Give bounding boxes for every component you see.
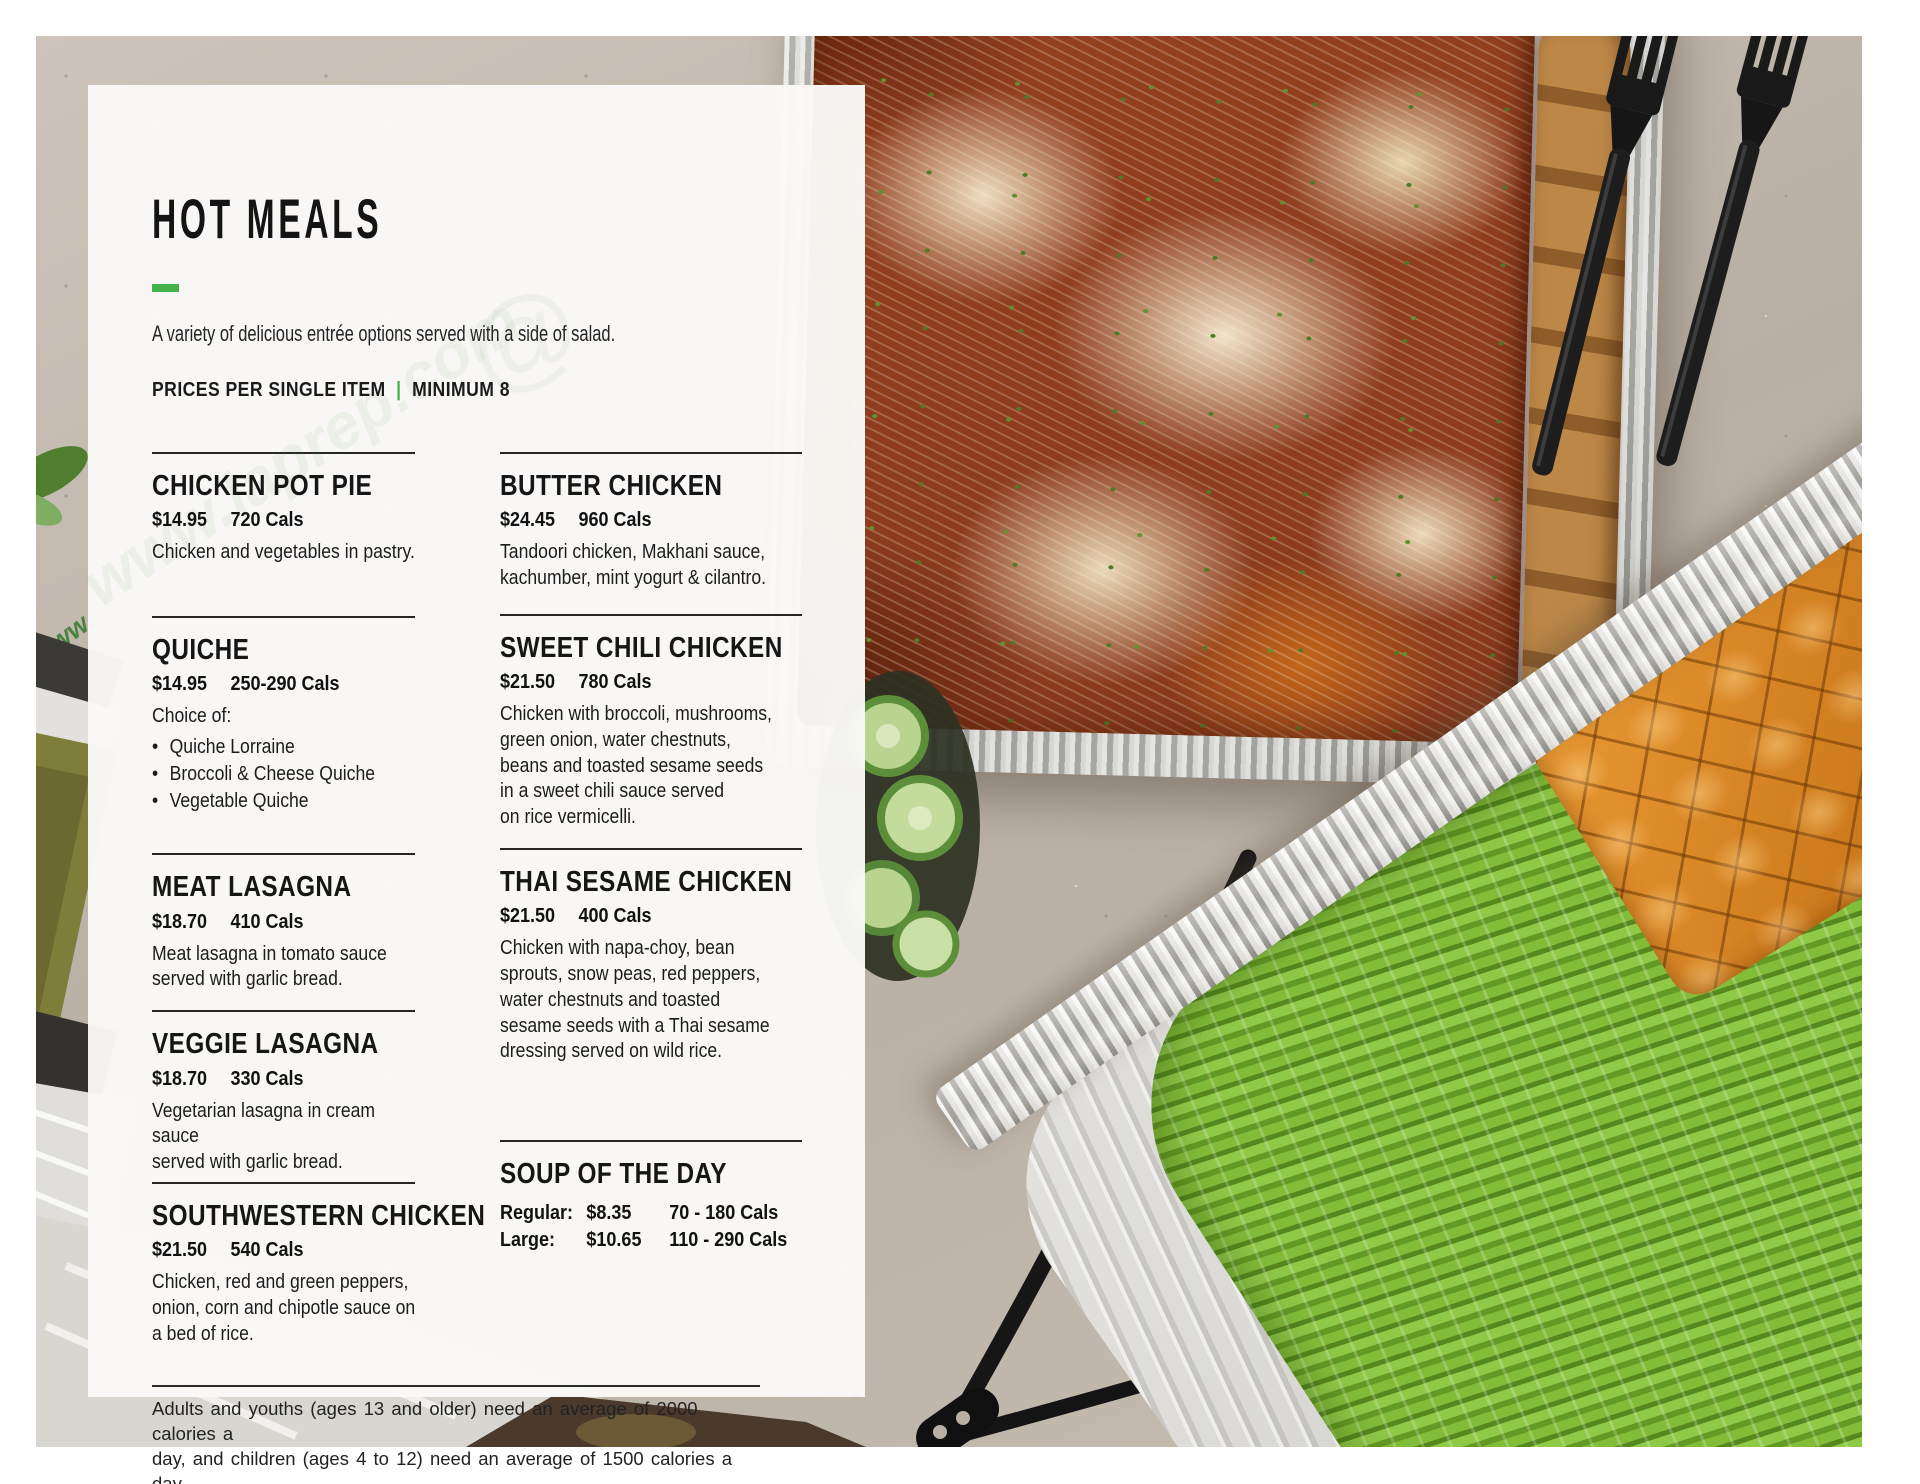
soup-row: Large: $10.65 110 - 290 Cals <box>500 1227 804 1254</box>
item-price: $21.50 <box>500 905 556 928</box>
bullet-item: Broccoli & Cheese Quiche <box>152 761 416 788</box>
item-name: THAI SESAME CHICKEN <box>500 865 793 898</box>
item-price-line: $14.95 250-290 Cals <box>152 673 389 696</box>
item-description: Chicken, red and green peppers, onion, c… <box>152 1271 416 1345</box>
item-description: Chicken with napa-choy, bean sprouts, sn… <box>500 937 770 1063</box>
quiche-bullet-list: Quiche Lorraine Broccoli & Cheese Quiche… <box>152 734 416 814</box>
item-price: $14.95 <box>152 508 208 531</box>
accent-dash <box>152 284 179 293</box>
menu-item: QUICHE $14.95 250-290 Cals Choice of: Qui… <box>152 615 416 815</box>
item-price-line: $21.50 780 Cals <box>500 671 772 694</box>
bullet-item: Vegetable Quiche <box>152 788 416 815</box>
soup-price-rows: Regular: $8.35 70 - 180 Cals Large: $10.… <box>500 1200 804 1254</box>
menu-item: SOUTHWESTERN CHICKEN $21.50 540 Cals Chic… <box>152 1181 486 1348</box>
item-description: Choice of: <box>152 705 232 728</box>
item-cals: 720 Cals <box>230 508 304 531</box>
item-description: Vegetarian lasagna in cream sauce served… <box>152 1099 376 1174</box>
soup-cals: 110 - 290 Cals <box>669 1228 788 1251</box>
menu-column-right: BUTTER CHICKEN $24.45 960 Cals Tandoori c… <box>500 451 802 1348</box>
item-price-line: $18.70 330 Cals <box>152 1068 389 1091</box>
item-name: SWEET CHILI CHICKEN <box>500 631 783 664</box>
soup-price: $10.65 <box>586 1228 642 1251</box>
page-title: HOT MEALS <box>152 186 383 250</box>
menu-item: BUTTER CHICKEN $24.45 960 Cals Tandoori c… <box>500 451 802 592</box>
item-name: VEGGIE LASAGNA <box>152 1028 379 1061</box>
item-name: SOUTHWESTERN CHICKEN <box>152 1199 486 1232</box>
item-cals: 400 Cals <box>578 905 652 928</box>
item-name: BUTTER CHICKEN <box>500 469 723 502</box>
item-name: SOUP OF THE DAY <box>500 1158 727 1191</box>
item-cals: 330 Cals <box>230 1067 304 1090</box>
item-price: $18.70 <box>152 1067 208 1090</box>
pricing-note-separator: | <box>396 378 402 401</box>
menu-item: SWEET CHILI CHICKEN $21.50 780 Cals Chick… <box>500 613 802 831</box>
soup-row: Regular: $8.35 70 - 180 Cals <box>500 1200 804 1227</box>
pricing-note: PRICES PER SINGLE ITEM | MINIMUM 8 <box>152 379 727 402</box>
menu-item: CHICKEN POT PIE $14.95 720 Cals Chicken a… <box>152 451 415 566</box>
item-cals: 540 Cals <box>230 1239 304 1262</box>
item-cals: 780 Cals <box>578 670 652 693</box>
menu-item-soup: SOUP OF THE DAY Regular: $8.35 70 - 180 … <box>500 1140 802 1253</box>
menu-columns: CHICKEN POT PIE $14.95 720 Cals Chicken a… <box>152 451 805 1348</box>
soup-size-label: Large: <box>500 1228 556 1251</box>
page-subtitle: A variety of delicious entrée options se… <box>152 321 616 347</box>
soup-size-label: Regular: <box>500 1201 574 1224</box>
item-price: $18.70 <box>152 910 208 933</box>
item-price-line: $14.95 720 Cals <box>152 509 389 532</box>
item-description: Chicken with broccoli, mushrooms, green … <box>500 702 772 829</box>
menu-panel: www.laprep.com @ HOT MEALS A variety of … <box>69 85 865 1484</box>
item-name: CHICKEN POT PIE <box>152 469 373 502</box>
soup-price: $8.35 <box>586 1201 632 1224</box>
fork-icon <box>1532 36 1679 476</box>
item-price: $14.95 <box>152 673 208 696</box>
item-description: Tandoori chicken, Makhani sauce, kachumb… <box>500 540 767 589</box>
item-price-line: $21.50 540 Cals <box>152 1239 389 1262</box>
item-price: $24.45 <box>500 508 556 531</box>
calorie-disclaimer: Adults and youths (ages 13 and older) ne… <box>152 1384 760 1484</box>
menu-item: VEGGIE LASAGNA $18.70 330 Cals Vegetarian… <box>152 1010 415 1176</box>
menu-item: THAI SESAME CHICKEN $21.50 400 Cals Chick… <box>500 847 802 1065</box>
menu-item: MEAT LASAGNA $18.70 410 Cals Meat lasagna… <box>152 853 415 993</box>
item-cals: 250-290 Cals <box>230 673 340 696</box>
item-price-line: $21.50 400 Cals <box>500 905 772 928</box>
item-cals: 960 Cals <box>578 508 652 531</box>
item-price: $21.50 <box>500 670 556 693</box>
pricing-note-right: MINIMUM 8 <box>412 378 510 401</box>
item-cals: 410 Cals <box>230 910 304 933</box>
soup-cals: 70 - 180 Cals <box>669 1201 779 1224</box>
item-description: Chicken and vegetables in pastry. <box>152 540 415 563</box>
item-description: Meat lasagna in tomato sauce served with… <box>152 942 387 991</box>
item-price: $21.50 <box>152 1239 208 1262</box>
pricing-note-left: PRICES PER SINGLE ITEM <box>152 378 386 401</box>
bullet-item: Quiche Lorraine <box>152 734 416 761</box>
item-name: MEAT LASAGNA <box>152 871 352 904</box>
menu-column-left: CHICKEN POT PIE $14.95 720 Cals Chicken a… <box>152 451 486 1348</box>
item-price-line: $24.45 960 Cals <box>500 509 772 532</box>
item-price-line: $18.70 410 Cals <box>152 911 389 934</box>
fork-icon <box>1656 36 1811 467</box>
item-name: QUICHE <box>152 633 250 666</box>
